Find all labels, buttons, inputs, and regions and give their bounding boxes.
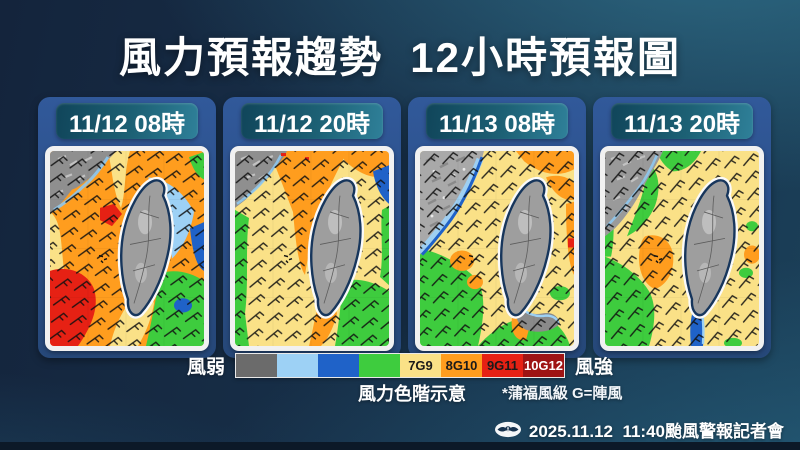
page-title: 風力預報趨勢 12小時預報圖 [118, 34, 682, 81]
legend-scale-box-4 [359, 354, 400, 377]
panel-2-time-label: 11/12 20時 [241, 103, 383, 139]
taiwan-island [681, 176, 738, 319]
wind-map-4 [605, 151, 759, 346]
legend-scale-box-5: 7G9 [400, 354, 441, 377]
legend-scale-box-2 [277, 354, 318, 377]
cwa-logo-icon [494, 421, 521, 438]
wind-map-2 [235, 151, 389, 346]
legend-caption-row: 風力色階示意 *蒲福風級 G=陣風 [0, 380, 800, 404]
penghu-marker [98, 254, 108, 264]
forecast-panel-1: 11/12 08時 [38, 97, 216, 358]
forecast-panel-3: 11/13 08時 [408, 97, 586, 358]
wind-map-3 [420, 151, 574, 346]
legend-strong-label: 風強 [575, 357, 614, 378]
footer: 2025.11.12 11:40颱風警報記者會 [494, 417, 784, 442]
panel-4-map-frame [600, 146, 764, 351]
footer-event-text: 2025.11.12 11:40颱風警報記者會 [528, 422, 784, 441]
forecast-panel-4: 11/13 20時 [593, 97, 771, 358]
panel-3-map-frame [415, 146, 579, 351]
forecast-panels: 11/12 08時 [38, 97, 771, 358]
panel-4-time-label: 11/13 20時 [611, 103, 753, 139]
penghu-marker [653, 254, 663, 264]
legend-scale-box-3 [318, 354, 359, 377]
legend-scale-box-6: 8G10 [441, 354, 482, 377]
penghu-marker [283, 254, 293, 264]
legend-color-bar: 7G9 8G10 9G11 10G12 [235, 353, 565, 378]
legend-note: *蒲福風級 G=陣風 [502, 385, 623, 402]
wind-map-1 [50, 151, 204, 346]
panel-2-map-frame [230, 146, 394, 351]
taiwan-island [117, 176, 174, 319]
legend-scale-box-1 [236, 354, 277, 377]
taiwan-island [307, 176, 364, 319]
legend-scale-box-7: 9G11 [482, 354, 523, 377]
bottom-strip [0, 442, 800, 450]
penghu-marker [468, 254, 478, 264]
legend-weak-label: 風弱 [186, 357, 225, 378]
forecast-panel-2: 11/12 20時 [223, 97, 401, 358]
legend-scale-box-8: 10G12 [523, 354, 564, 377]
wind-legend: 風弱 7G9 8G10 9G11 10G12 風強 [0, 352, 800, 379]
legend-caption: 風力色階示意 [358, 384, 466, 404]
taiwan-island [497, 176, 554, 319]
panel-1-map-frame [45, 146, 209, 351]
panel-3-time-label: 11/13 08時 [426, 103, 568, 139]
panel-1-time-label: 11/12 08時 [56, 103, 198, 139]
